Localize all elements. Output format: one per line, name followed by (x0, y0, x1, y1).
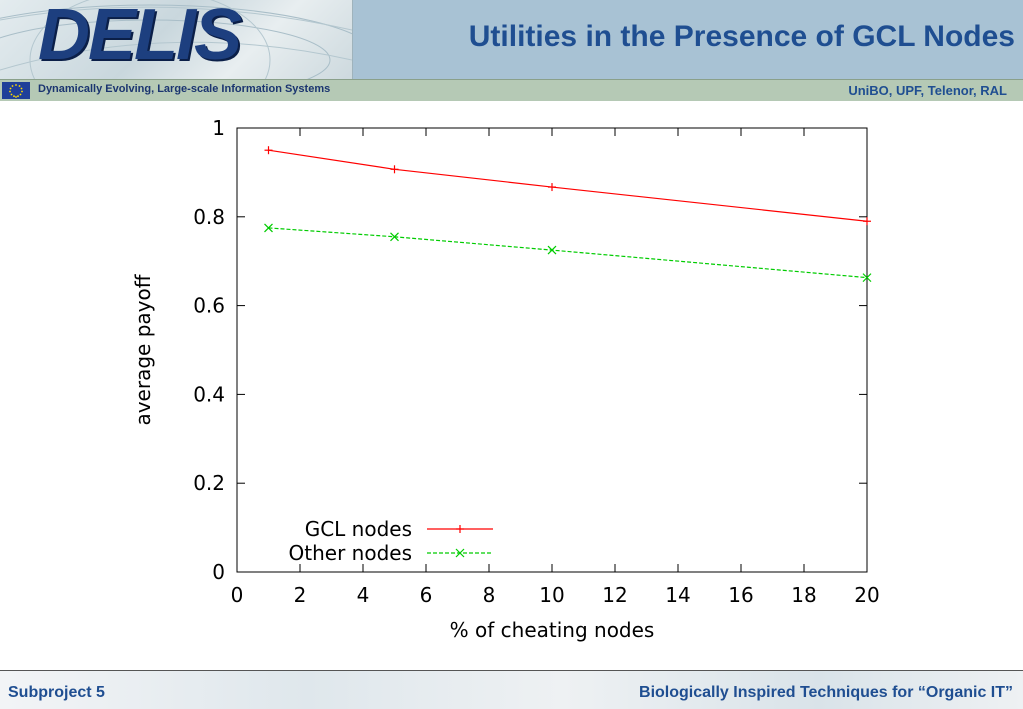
data-point (264, 223, 273, 233)
title-banner: Utilities in the Presence of GCL Nodes (353, 0, 1023, 79)
subproject-label: Subproject 5 (8, 684, 105, 701)
page-title: Utilities in the Presence of GCL Nodes (468, 20, 1015, 53)
x-tick-label: 16 (728, 583, 753, 607)
globe-icon (0, 0, 352, 79)
delis-logo: DELIS (0, 0, 353, 79)
data-point (390, 232, 399, 242)
y-tick-label: 0.2 (193, 471, 225, 495)
data-point (862, 273, 872, 283)
eu-flag-icon (2, 82, 30, 99)
x-tick-label: 18 (791, 583, 816, 607)
subtitle-bar: Dynamically Evolving, Large-scale Inform… (0, 79, 1023, 101)
slide-header: DELIS Utilities in the Presence of GCL N… (0, 0, 1023, 101)
data-point (547, 245, 557, 255)
chart-legend: GCL nodes Other nodes (289, 517, 493, 565)
legend-markers (455, 525, 465, 558)
x-axis-ticks: 0 2 4 6 8 10 12 14 16 18 20 (231, 128, 880, 607)
partner-list: UniBO, UPF, Telenor, RAL (848, 83, 1007, 98)
x-axis-label: % of cheating nodes (450, 618, 655, 642)
x-tick-label: 12 (602, 583, 627, 607)
y-tick-label: 0.4 (193, 382, 225, 406)
x-tick-label: 14 (665, 583, 690, 607)
legend-marker-other (455, 548, 465, 558)
series-layer (264, 146, 872, 283)
plot-frame (236, 127, 868, 573)
legend-label-gcl: GCL nodes (305, 517, 412, 541)
series-line-other (268, 227, 868, 279)
x-tick-label: 10 (539, 583, 564, 607)
x-tick-label: 2 (294, 583, 307, 607)
legend-marker-gcl (456, 525, 464, 533)
slide-footer: Subproject 5 Biologically Inspired Techn… (0, 670, 1023, 709)
legend-label-other: Other nodes (289, 541, 412, 565)
x-tick-label: 20 (854, 583, 879, 607)
x-tick-label: 8 (483, 583, 496, 607)
data-point (390, 165, 399, 174)
y-tick-label: 0.6 (193, 294, 225, 318)
logo-wordmark: DELIS (38, 0, 242, 75)
y-tick-label: 0.8 (193, 205, 225, 229)
data-point (548, 183, 556, 192)
x-tick-label: 6 (420, 583, 433, 607)
data-point (863, 217, 871, 226)
y-tick-label: 0 (212, 560, 225, 584)
project-tagline: Dynamically Evolving, Large-scale Inform… (38, 83, 331, 95)
y-axis-ticks: 0 0.2 0.4 0.6 0.8 1 (193, 116, 867, 584)
x-tick-label: 0 (231, 583, 244, 607)
series-line-gcl (268, 149, 868, 222)
x-tick-label: 4 (357, 583, 370, 607)
y-tick-label: 1 (212, 116, 225, 140)
payoff-line-chart: 0 0.2 0.4 0.6 0.8 1 0 2 4 6 8 10 12 14 16 18 20 % of ch… (131, 116, 880, 642)
data-point (264, 146, 273, 155)
y-axis-label: average payoff (131, 273, 155, 425)
footer-tagline: Biologically Inspired Techniques for “Or… (639, 684, 1013, 701)
